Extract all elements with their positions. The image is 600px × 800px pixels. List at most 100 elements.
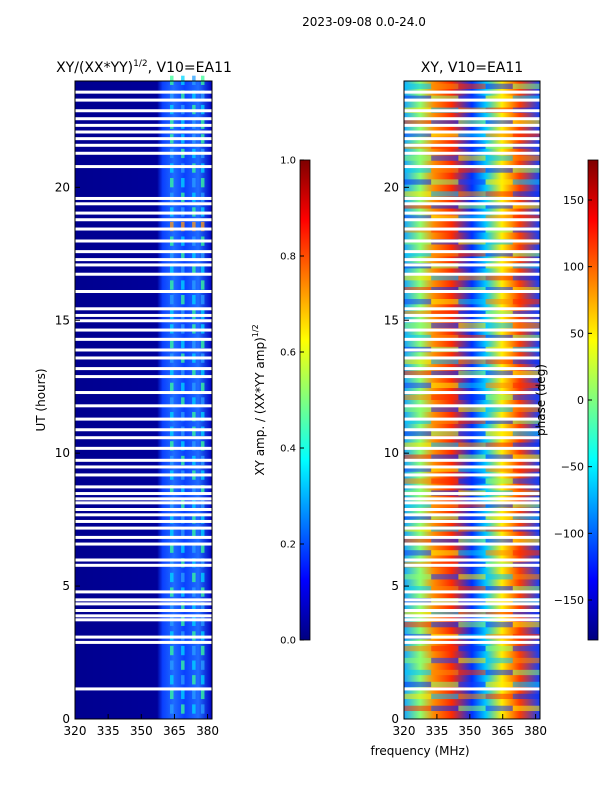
amp-panel-title: XY/(XX*YY)1/2, V10=EA11 — [56, 59, 232, 76]
amp-bright-cell — [192, 382, 196, 393]
phase-cell — [431, 478, 459, 484]
phase-cell — [431, 215, 459, 221]
phase-cell — [485, 119, 513, 125]
phase-cell — [404, 251, 432, 257]
flagged-row — [404, 507, 540, 511]
phase-cell — [485, 657, 513, 664]
flagged-row — [75, 519, 212, 523]
phase-cell — [485, 621, 513, 628]
phase-cell — [458, 287, 486, 293]
flagged-row — [75, 563, 212, 567]
flagged-row — [75, 337, 212, 341]
flagged-row — [404, 618, 540, 622]
phase-cell — [431, 574, 459, 580]
amp-bright-cell — [181, 572, 185, 583]
amp-bright-cell — [200, 294, 205, 305]
phase-flag-stripes — [404, 90, 540, 691]
phase-cell — [404, 705, 432, 712]
amp-bright-cell — [200, 75, 205, 85]
phase-cell — [431, 287, 459, 293]
phase-cell — [404, 418, 432, 424]
phase-cell — [458, 502, 486, 508]
phase-x-axis-label: frequency (MHz) — [370, 744, 469, 758]
flagged-row — [404, 307, 540, 311]
phase-cell — [458, 621, 486, 628]
flagged-row — [404, 123, 540, 127]
flagged-row — [75, 507, 212, 511]
phase-cell — [404, 95, 432, 101]
phase-cell — [458, 466, 486, 472]
amp-bright-cell — [200, 382, 205, 393]
amp-bright-cell — [170, 514, 174, 524]
phase-cell — [431, 203, 459, 209]
flagged-row — [75, 640, 212, 644]
amp-colorbar-ticks: 0.0 0.2 0.4 0.6 0.8 1.0 — [280, 156, 304, 647]
flagged-row — [75, 609, 212, 613]
phase-cell — [485, 430, 513, 436]
flagged-row — [404, 640, 540, 644]
phase-cell — [458, 705, 486, 712]
phase-cell — [485, 382, 513, 389]
flagged-row — [404, 356, 540, 360]
phase-cell — [485, 275, 513, 281]
phase-cell — [404, 167, 432, 173]
phase-cell — [512, 155, 540, 161]
phase-panel: XY, V10=EA11 320 335 350 365 380 0 5 10 15 20 fr… — [370, 60, 547, 758]
flagged-row — [75, 328, 212, 332]
phase-cell — [458, 215, 486, 221]
flagged-row — [404, 458, 540, 462]
phase-cell — [512, 681, 540, 688]
amp-bright-cell — [192, 485, 196, 495]
phase-cell — [512, 167, 540, 173]
flagged-row — [404, 202, 540, 206]
phase-cell — [485, 251, 513, 257]
flagged-row — [75, 465, 212, 469]
flagged-row — [75, 526, 212, 530]
phase-cell — [458, 358, 486, 365]
flagged-row — [75, 211, 212, 215]
flagged-row — [404, 687, 540, 691]
y-tick-label: 0 — [62, 712, 70, 726]
flagged-row — [75, 602, 212, 606]
phase-cell — [431, 83, 459, 89]
flagged-row — [404, 196, 540, 200]
phase-cell — [431, 275, 459, 281]
flagged-row — [75, 196, 212, 200]
phase-cell — [485, 298, 513, 305]
phase-cell — [431, 681, 459, 688]
amp-bright-cell — [192, 397, 196, 407]
y-tick-label: 15 — [384, 313, 399, 327]
phase-cell — [512, 586, 540, 592]
phase-cell — [458, 514, 486, 520]
phase-cell — [431, 358, 459, 365]
flagged-row — [75, 492, 212, 496]
phase-cell — [431, 191, 459, 197]
amp-bright-cell — [181, 689, 185, 700]
amp-bright-cell — [200, 689, 205, 700]
y-tick-label: 5 — [62, 579, 70, 593]
phase-cell — [512, 550, 540, 556]
y-tick-label: 20 — [384, 180, 399, 194]
phase-cell — [458, 586, 486, 592]
phase-cell — [404, 406, 432, 412]
amp-colorbar: 0.0 0.2 0.4 0.6 0.8 1.0 XY amp. / (XX*YY amp)… — [251, 156, 311, 647]
phase-cell — [431, 586, 459, 592]
phase-cell — [458, 645, 486, 652]
flagged-row — [75, 598, 212, 602]
amp-bright-cell — [200, 675, 205, 685]
flagged-row — [404, 526, 540, 530]
phase-cell — [458, 442, 486, 448]
flagged-row — [75, 375, 212, 379]
flagged-row — [404, 602, 540, 606]
phase-cell — [485, 538, 513, 544]
amp-plot-frame — [74, 80, 213, 720]
flagged-row — [75, 485, 212, 489]
phase-cell — [458, 179, 486, 185]
flagged-row — [75, 272, 212, 276]
phase-cell — [404, 83, 432, 89]
amp-bright-cell — [200, 265, 205, 276]
amp-bright-cell — [192, 543, 196, 553]
phase-cell — [431, 645, 459, 652]
amp-bright-cell — [192, 294, 196, 305]
flagged-row — [75, 313, 212, 317]
